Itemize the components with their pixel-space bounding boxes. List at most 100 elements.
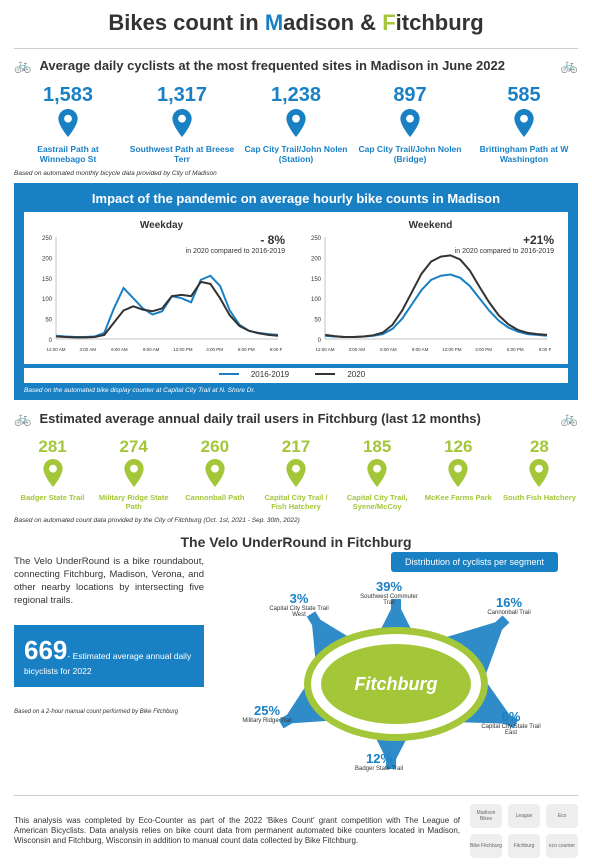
svg-text:200: 200 <box>42 257 53 263</box>
pin-icon <box>123 459 145 487</box>
svg-text:3:00 PM: 3:00 PM <box>206 347 223 352</box>
svg-text:0: 0 <box>318 338 322 344</box>
svg-text:0: 0 <box>49 338 53 344</box>
svg-text:100: 100 <box>311 298 322 304</box>
svg-text:9:00 AM: 9:00 AM <box>143 347 160 352</box>
main-title: Bikes count in Madison & Fitchburg <box>14 10 578 36</box>
site-value: 585 <box>470 84 578 107</box>
pin-icon <box>204 459 226 487</box>
fitchburg-site: 217 Capital City Trail / Fish Hatchery <box>257 437 334 511</box>
fitchburg-site: 28South Fish Hatchery <box>501 437 578 511</box>
site-value: 274 <box>95 437 172 457</box>
site-label: McKee Farms Park <box>420 494 497 503</box>
svg-text:3:00 PM: 3:00 PM <box>475 347 492 352</box>
site-value: 897 <box>356 84 464 107</box>
pin-icon <box>42 459 64 487</box>
pin-icon <box>285 459 307 487</box>
roundabout-diagram: Fitchburg 3%Capital City State Trail Wes… <box>214 574 578 794</box>
svg-text:250: 250 <box>42 236 53 242</box>
roundabout-center: Fitchburg <box>321 644 471 724</box>
footer: This analysis was completed by Eco-Count… <box>14 795 578 858</box>
fitchburg-site: 281Badger State Trail <box>14 437 91 511</box>
velo-footnote: Based on a 2-hour manual count performed… <box>14 709 204 715</box>
pandemic-block: Impact of the pandemic on average hourly… <box>14 183 578 400</box>
charts-container: Weekday - 8% in 2020 compared to 2016-20… <box>24 212 568 364</box>
fitchburg-header-text: Estimated average annual daily trail use… <box>39 411 480 426</box>
site-label: Capital City Trail / Fish Hatchery <box>257 494 334 511</box>
velo-description: The Velo UnderRound is a bike roundabout… <box>14 556 204 607</box>
segment-label: 39%Southwest Commuter Trail <box>354 580 424 606</box>
madison-site: 585 Brittingham Path at W Washington <box>470 84 578 164</box>
segment-label: 12%Badger State Trail <box>344 752 414 772</box>
fitchburg-footnote: Based on automated count data provided b… <box>14 517 578 524</box>
site-value: 1,583 <box>14 84 122 107</box>
madison-sites-row: 1,583 Eastrail Path at Winnebago St 1,317 S… <box>14 84 578 164</box>
site-label: Military Ridge State Path <box>95 494 172 511</box>
pandemic-footnote: Based on the automated bike display coun… <box>24 387 568 394</box>
partner-logo: League <box>508 804 540 828</box>
weekend-chart: Weekend +21% in 2020 compared to 2016-20… <box>301 220 560 356</box>
madison-site: 897Cap City Trail/John Nolen (Bridge) <box>356 84 464 164</box>
distribution-label: Distribution of cyclists per segment <box>391 552 558 572</box>
fitchburg-site: 274 Military Ridge State Path <box>95 437 172 511</box>
svg-text:12:00 AM: 12:00 AM <box>315 347 334 352</box>
madison-section-header: 🚲 Average daily cyclists at the most fre… <box>14 57 578 74</box>
fitchburg-site: 126 McKee Farms Park <box>420 437 497 511</box>
velo-left-col: The Velo UnderRound is a bike roundabout… <box>14 556 204 794</box>
madison-site: 1,317 Southwest Path at Breese Terr <box>128 84 236 164</box>
infographic-page: Bikes count in Madison & Fitchburg 🚲 Ave… <box>0 0 592 868</box>
partner-logo: Eco <box>546 804 578 828</box>
bike-icon: 🚲 <box>14 57 31 74</box>
segment-label: 3%Capital City State Trail West <box>264 592 334 618</box>
pin-icon <box>399 109 421 137</box>
madison-header-text: Average daily cyclists at the most frequ… <box>39 58 505 73</box>
svg-text:12:00 AM: 12:00 AM <box>46 347 65 352</box>
svg-text:9:00 AM: 9:00 AM <box>412 347 429 352</box>
segment-label: 16%Cannonball Trail <box>474 596 544 616</box>
segment-label: 6%Capital City State Trail East <box>476 710 546 736</box>
madison-site: 1,238Cap City Trail/John Nolen (Station) <box>242 84 350 164</box>
site-value: 28 <box>501 437 578 457</box>
partner-logo: Madison Bikes <box>470 804 502 828</box>
svg-text:50: 50 <box>314 318 321 324</box>
site-label: Brittingham Path at W Washington <box>470 144 578 164</box>
fitchburg-site: 260Cannonball Path <box>176 437 253 511</box>
pin-icon <box>447 459 469 487</box>
svg-text:6:00 PM: 6:00 PM <box>238 347 255 352</box>
segment-label: 25%Military Ridge Trail <box>232 704 302 724</box>
bike-icon: 🚲 <box>14 410 31 427</box>
velo-stat-box: 669- Estimated average annual daily bicy… <box>14 625 204 687</box>
fitchburg-section-header: 🚲 Estimated average annual daily trail u… <box>14 410 578 427</box>
site-value: 217 <box>257 437 334 457</box>
velo-right-col: Distribution of cyclists per segment Fit… <box>214 556 578 794</box>
madison-footnote: Based on automated monthly bicycle data … <box>14 170 578 177</box>
svg-text:150: 150 <box>42 277 53 283</box>
svg-text:6:00 PM: 6:00 PM <box>507 347 524 352</box>
svg-text:250: 250 <box>311 236 322 242</box>
madison-site: 1,583 Eastrail Path at Winnebago St <box>14 84 122 164</box>
site-value: 185 <box>339 437 416 457</box>
site-value: 126 <box>420 437 497 457</box>
svg-text:50: 50 <box>45 318 52 324</box>
site-label: Cap City Trail/John Nolen (Station) <box>242 144 350 164</box>
svg-text:9:00 PM: 9:00 PM <box>270 347 282 352</box>
site-label: Southwest Path at Breese Terr <box>128 144 236 164</box>
divider <box>14 48 578 49</box>
fitchburg-sites-row: 281Badger State Trail274 Military Ridge S… <box>14 437 578 511</box>
svg-text:3:00 AM: 3:00 AM <box>79 347 96 352</box>
svg-text:12:00 PM: 12:00 PM <box>442 347 462 352</box>
svg-text:150: 150 <box>311 277 322 283</box>
site-value: 1,317 <box>128 84 236 107</box>
site-value: 260 <box>176 437 253 457</box>
footer-text: This analysis was completed by Eco-Count… <box>14 816 460 846</box>
partner-logo: Bike Fitchburg <box>470 834 502 858</box>
bike-icon: 🚲 <box>561 410 578 427</box>
site-value: 281 <box>14 437 91 457</box>
site-label: Eastrail Path at Winnebago St <box>14 144 122 164</box>
site-label: Capital City Trail, Syene/McCoy <box>339 494 416 511</box>
partner-logo: eco counter <box>546 834 578 858</box>
pin-icon <box>513 109 535 137</box>
pin-icon <box>528 459 550 487</box>
pin-icon <box>285 109 307 137</box>
partner-logo: Fitchburg <box>508 834 540 858</box>
